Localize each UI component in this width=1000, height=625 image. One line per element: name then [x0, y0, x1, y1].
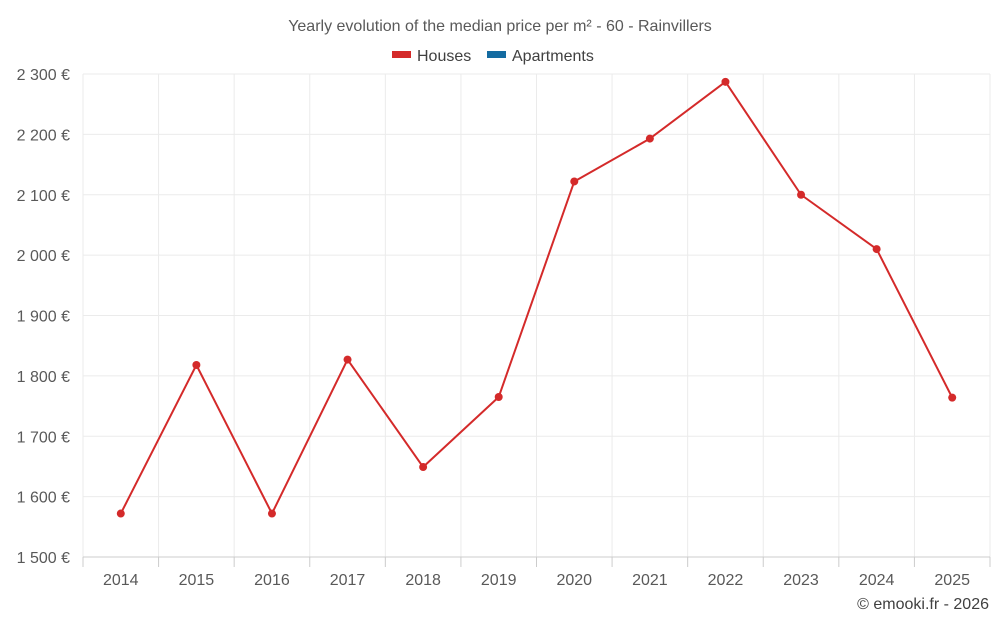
- data-point[interactable]: [570, 177, 579, 186]
- data-point[interactable]: [267, 509, 276, 518]
- x-tick-label: 2022: [708, 572, 744, 589]
- y-tick-label: 1 800 €: [17, 369, 70, 386]
- y-tick-label: 2 000 €: [17, 248, 70, 265]
- x-tick-label: 2020: [556, 572, 592, 589]
- data-point[interactable]: [494, 393, 503, 402]
- x-tick-label: 2014: [103, 572, 139, 589]
- series-line-houses: [119, 80, 954, 515]
- y-tick-label: 1 700 €: [17, 429, 70, 446]
- y-tick-label: 2 100 €: [17, 188, 70, 205]
- x-tick-label: 2015: [179, 572, 215, 589]
- axes: 1 500 € 1 600 € 1 700 € 1 800 € 1 900 € 2 000…: [17, 67, 991, 589]
- legend-label-houses[interactable]: Houses: [417, 48, 471, 65]
- data-point[interactable]: [419, 463, 428, 472]
- chart-title: Yearly evolution of the median price per…: [288, 18, 712, 35]
- legend: Houses Apartments: [392, 48, 594, 65]
- x-tick-label: 2016: [254, 572, 290, 589]
- y-tick-label: 2 300 €: [17, 67, 70, 84]
- data-point[interactable]: [721, 77, 730, 86]
- y-tick-label: 1 500 €: [17, 550, 70, 567]
- data-point[interactable]: [948, 393, 957, 402]
- x-tick-label: 2024: [859, 572, 895, 589]
- data-point[interactable]: [192, 361, 201, 370]
- data-point[interactable]: [116, 509, 125, 518]
- x-tick-label: 2023: [783, 572, 819, 589]
- y-tick-label: 2 200 €: [17, 127, 70, 144]
- data-point[interactable]: [343, 355, 352, 364]
- series: [116, 77, 957, 518]
- x-tick-label: 2025: [934, 572, 970, 589]
- x-tick-label: 2021: [632, 572, 668, 589]
- legend-swatch-houses: [392, 51, 411, 58]
- grid: [82, 73, 991, 557]
- data-point[interactable]: [872, 245, 881, 254]
- x-tick-label: 2018: [405, 572, 441, 589]
- credit-text: © emooki.fr - 2026: [857, 596, 989, 613]
- y-tick-label: 1 900 €: [17, 309, 70, 326]
- legend-swatch-apartments: [487, 51, 506, 58]
- y-tick-label: 1 600 €: [17, 490, 70, 507]
- x-tick-label: 2017: [330, 572, 366, 589]
- legend-label-apartments[interactable]: Apartments: [512, 48, 594, 65]
- data-point[interactable]: [797, 190, 806, 199]
- x-tick-label: 2019: [481, 572, 517, 589]
- data-point[interactable]: [645, 134, 654, 143]
